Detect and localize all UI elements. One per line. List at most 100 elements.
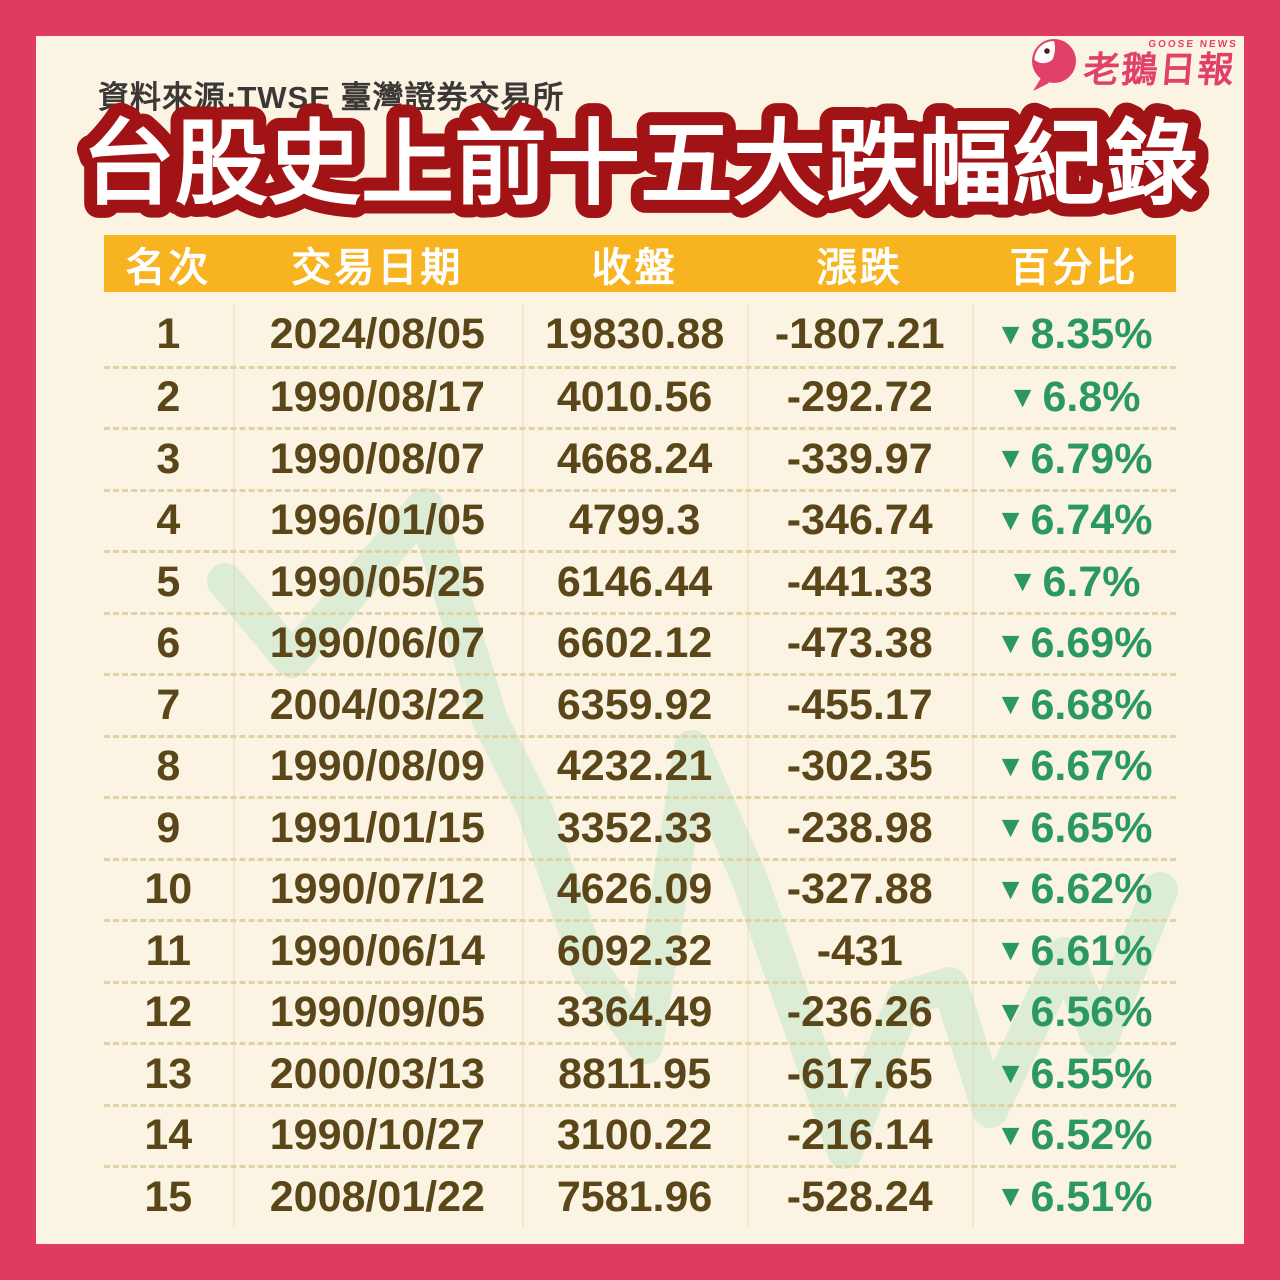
percent-value: 6.8% <box>1042 373 1141 422</box>
percent-value: 6.61% <box>1030 926 1153 975</box>
date-cell: 1990/06/14 <box>233 922 522 981</box>
logo-name: 老鵝日報 <box>1081 48 1238 90</box>
percent-cell: ▼ 6.7% <box>972 553 1176 612</box>
table-row: 7 2004/03/22 6359.92 -455.17 ▼ 6.68% <box>104 673 1176 735</box>
close-cell: 6092.32 <box>522 922 747 981</box>
close-cell: 3364.49 <box>522 984 747 1043</box>
close-cell: 6359.92 <box>522 676 747 735</box>
close-cell: 4010.56 <box>522 369 747 428</box>
percent-cell: ▼ 6.69% <box>972 615 1176 674</box>
change-cell: -216.14 <box>747 1107 972 1166</box>
change-cell: -617.65 <box>747 1045 972 1104</box>
close-cell: 4232.21 <box>522 738 747 797</box>
rank-cell: 4 <box>156 496 181 545</box>
rank-cell: 11 <box>145 926 192 975</box>
table-row: 5 1990/05/25 6146.44 -441.33 ▼ 6.7% <box>104 550 1176 612</box>
percent-value: 6.62% <box>1030 865 1153 914</box>
close-cell: 4799.3 <box>522 492 747 551</box>
change-cell: -236.26 <box>747 984 972 1043</box>
change-cell: -346.74 <box>747 492 972 551</box>
rank-cell: 5 <box>156 557 181 606</box>
change-cell: -528.24 <box>747 1168 972 1227</box>
close-cell: 3100.22 <box>522 1107 747 1166</box>
down-triangle-icon: ▼ <box>995 442 1026 476</box>
date-cell: 1990/05/25 <box>233 553 522 612</box>
change-cell: -238.98 <box>747 799 972 858</box>
close-cell: 4626.09 <box>522 861 747 920</box>
percent-value: 6.55% <box>1030 1049 1153 1098</box>
table-row: 12 1990/09/05 3364.49 -236.26 ▼ 6.56% <box>104 980 1176 1043</box>
percent-value: 8.35% <box>1030 310 1153 359</box>
table-row: 10 1990/07/12 4626.09 -327.88 ▼ 6.62% <box>104 857 1176 920</box>
date-cell: 1990/07/12 <box>233 861 522 920</box>
table-row: 9 1991/01/15 3352.33 -238.98 ▼ 6.65% <box>104 796 1176 858</box>
date-cell: 2008/01/22 <box>233 1168 522 1227</box>
percent-value: 6.7% <box>1042 557 1141 606</box>
close-cell: 7581.96 <box>522 1168 747 1227</box>
date-cell: 2000/03/13 <box>233 1045 522 1104</box>
down-triangle-icon: ▼ <box>995 503 1026 537</box>
table-body: 1 2024/08/05 19830.88 -1807.21 ▼ 8.35% 2 … <box>104 304 1176 1227</box>
down-triangle-icon: ▼ <box>995 317 1026 351</box>
change-cell: -339.97 <box>747 430 972 489</box>
percent-cell: ▼ 6.62% <box>972 861 1176 920</box>
table-row: 13 2000/03/13 8811.95 -617.65 ▼ 6.55% <box>104 1042 1176 1104</box>
down-triangle-icon: ▼ <box>995 872 1026 906</box>
rank-cell: 10 <box>144 865 193 914</box>
change-cell: -292.72 <box>747 369 972 428</box>
change-cell: -302.35 <box>747 738 972 797</box>
percent-value: 6.52% <box>1030 1111 1153 1160</box>
percent-cell: ▼ 8.35% <box>972 304 1176 366</box>
change-cell: -455.17 <box>747 676 972 735</box>
rank-cell: 14 <box>144 1111 193 1160</box>
percent-cell: ▼ 6.74% <box>972 492 1176 551</box>
percent-cell: ▼ 6.68% <box>972 676 1176 735</box>
rank-cell: 6 <box>156 619 181 668</box>
table-row: 2 1990/08/17 4010.56 -292.72 ▼ 6.8% <box>104 365 1176 428</box>
page-title-text: 台股史上前十五大跌幅紀錄 <box>82 112 1198 216</box>
date-cell: 1996/01/05 <box>233 492 522 551</box>
percent-value: 6.65% <box>1030 803 1153 852</box>
close-cell: 3352.33 <box>522 799 747 858</box>
goose-news-logo: GOOSE NEWS 老鵝日報 <box>1026 36 1238 92</box>
change-cell: -473.38 <box>747 615 972 674</box>
rank-cell: 2 <box>156 373 181 422</box>
down-triangle-icon: ▼ <box>995 934 1026 968</box>
percent-cell: ▼ 6.67% <box>972 738 1176 797</box>
percent-cell: ▼ 6.51% <box>972 1168 1176 1227</box>
date-cell: 1990/09/05 <box>233 984 522 1043</box>
close-cell: 19830.88 <box>522 304 747 366</box>
percent-value: 6.69% <box>1030 619 1153 668</box>
percent-cell: ▼ 6.56% <box>972 984 1176 1043</box>
down-triangle-icon: ▼ <box>1007 380 1038 414</box>
table-row: 6 1990/06/07 6602.12 -473.38 ▼ 6.69% <box>104 611 1176 674</box>
table-row: 14 1990/10/27 3100.22 -216.14 ▼ 6.52% <box>104 1103 1176 1166</box>
down-triangle-icon: ▼ <box>995 1180 1026 1214</box>
percent-cell: ▼ 6.61% <box>972 922 1176 981</box>
rank-cell: 1 <box>156 310 181 359</box>
down-triangle-icon: ▼ <box>995 749 1026 783</box>
down-triangle-icon: ▼ <box>995 626 1026 660</box>
date-cell: 2004/03/22 <box>233 676 522 735</box>
percent-value: 6.79% <box>1030 434 1153 483</box>
change-cell: -327.88 <box>747 861 972 920</box>
rank-cell: 15 <box>144 1172 193 1221</box>
percent-cell: ▼ 6.8% <box>972 369 1176 428</box>
percent-cell: ▼ 6.55% <box>972 1045 1176 1104</box>
header-close: 收盤 <box>591 245 678 290</box>
date-cell: 1990/08/07 <box>233 430 522 489</box>
rank-cell: 12 <box>144 988 193 1037</box>
down-triangle-icon: ▼ <box>1007 565 1038 599</box>
page-title: 台股史上前十五大跌幅紀錄 <box>36 88 1244 228</box>
date-cell: 1990/08/17 <box>233 369 522 428</box>
percent-value: 6.74% <box>1030 496 1153 545</box>
table-row: 3 1990/08/07 4668.24 -339.97 ▼ 6.79% <box>104 427 1176 489</box>
change-cell: -1807.21 <box>747 304 972 366</box>
close-cell: 6146.44 <box>522 553 747 612</box>
close-cell: 4668.24 <box>522 430 747 489</box>
header-date: 交易日期 <box>291 245 464 290</box>
percent-value: 6.68% <box>1030 680 1153 729</box>
percent-value: 6.56% <box>1030 988 1153 1037</box>
percent-value: 6.51% <box>1030 1172 1153 1221</box>
